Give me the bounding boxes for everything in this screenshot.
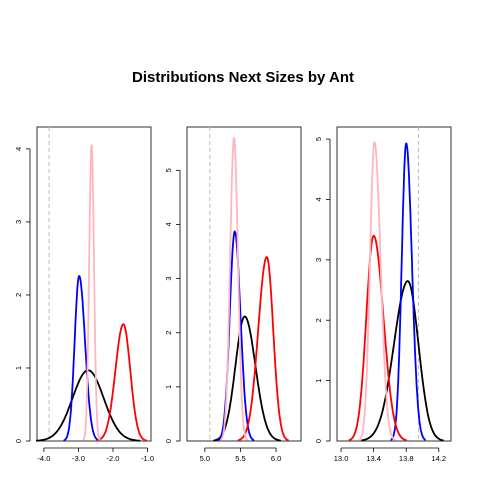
x-tick-label: 14.2 xyxy=(431,454,446,463)
y-tick-label: 1 xyxy=(314,379,323,383)
panel-2: 5.0 5.5 6.0 0 1 2 3 4 5 xyxy=(164,126,302,463)
density-curve-3 xyxy=(96,323,148,442)
plot-frame xyxy=(186,126,302,442)
plot-frame xyxy=(336,126,452,442)
chart-title: Distributions Next Sizes by Ant xyxy=(132,69,354,86)
y-tick-label: 0 xyxy=(314,439,323,443)
y-tick-label: 0 xyxy=(164,439,173,443)
density-curve-2 xyxy=(63,275,100,442)
y-tick-label: 2 xyxy=(314,318,323,322)
density-curve-2 xyxy=(390,142,426,441)
density-curve-1 xyxy=(361,280,444,442)
y-tick-label: 0 xyxy=(14,439,23,443)
y-tick-label: 5 xyxy=(314,137,323,141)
x-tick-label: 5.0 xyxy=(200,454,210,463)
x-tick-label: -1.0 xyxy=(141,454,154,463)
density-curve-3 xyxy=(237,256,289,442)
y-tick-label: 3 xyxy=(164,277,173,281)
density-curve-3 xyxy=(348,234,407,442)
y-tick-label: 1 xyxy=(14,366,23,370)
x-tick-label: 13.0 xyxy=(334,454,349,463)
density-curve-4 xyxy=(358,141,396,441)
x-tick-label: -3.0 xyxy=(72,454,85,463)
x-tick-label: -4.0 xyxy=(37,454,50,463)
x-tick-label: 6.0 xyxy=(271,454,281,463)
x-tick-label: -2.0 xyxy=(107,454,120,463)
density-curve-2 xyxy=(217,230,255,442)
y-tick-label: 3 xyxy=(14,220,23,224)
plot-frame xyxy=(36,126,152,442)
density-curve-4 xyxy=(82,144,101,441)
y-tick-label: 3 xyxy=(314,258,323,262)
y-tick-label: 2 xyxy=(164,331,173,335)
y-tick-label: 4 xyxy=(14,147,23,151)
y-tick-label: 1 xyxy=(164,385,173,389)
x-tick-label: 13.4 xyxy=(366,454,381,463)
y-tick-label: 4 xyxy=(314,197,323,201)
density-curve-4 xyxy=(220,136,248,441)
y-tick-label: 4 xyxy=(164,222,173,226)
y-tick-label: 2 xyxy=(14,293,23,297)
panel-3: 13.0 13.4 13.8 14.2 0 1 2 3 4 5 xyxy=(314,126,452,463)
x-tick-label: 5.5 xyxy=(235,454,245,463)
panel-1: -4.0 -3.0 -2.0 -1.0 0 1 2 3 4 xyxy=(14,126,154,463)
y-tick-label: 5 xyxy=(164,168,173,172)
x-tick-label: 13.8 xyxy=(399,454,414,463)
